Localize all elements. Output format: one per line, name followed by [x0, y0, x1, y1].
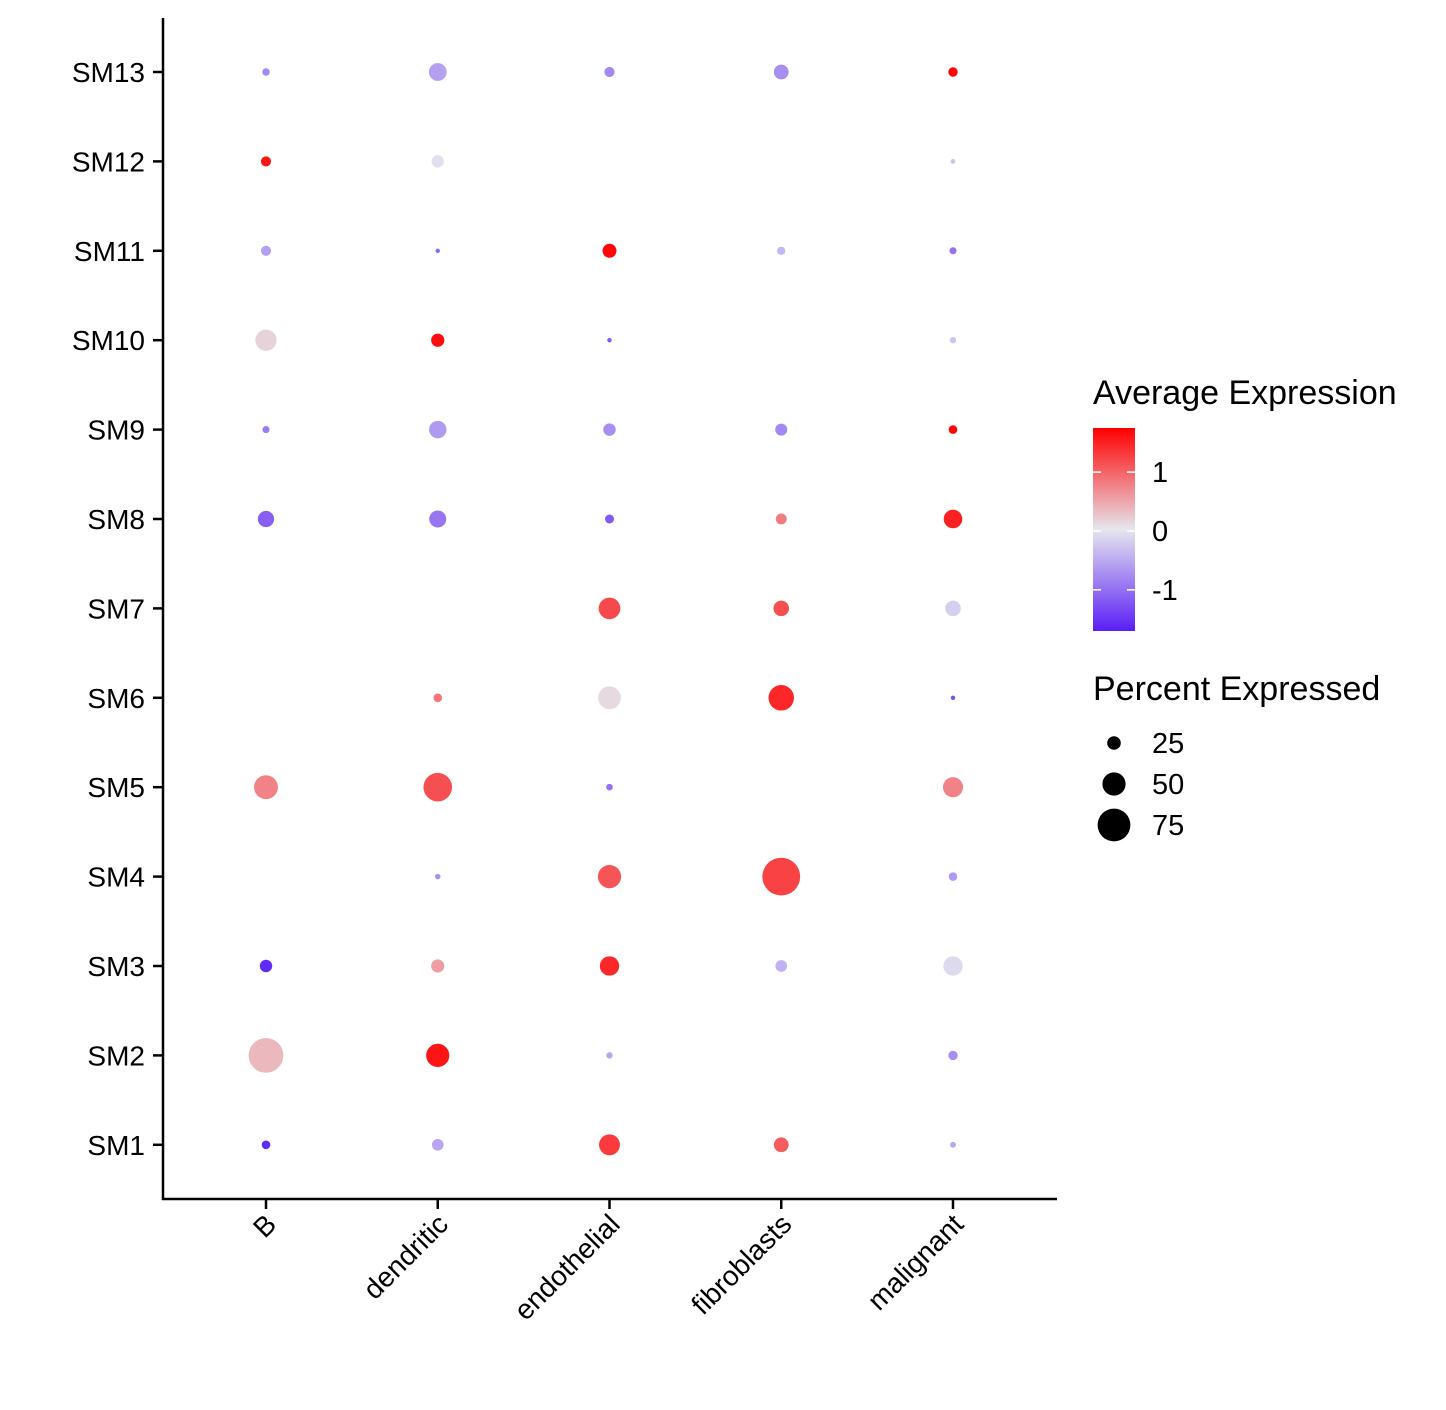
dot-sm1-malignant [950, 1141, 956, 1148]
y-tick-label: SM9 [87, 415, 145, 446]
y-tick-label: SM6 [87, 683, 145, 714]
dot-sm2-malignant [948, 1050, 958, 1061]
y-tick-label: SM1 [87, 1130, 145, 1161]
y-tick-label: SM2 [87, 1040, 145, 1071]
dot-sm10-endothelial [607, 338, 612, 343]
dot-sm9-b [262, 426, 270, 434]
dot-sm12-dendritic [431, 155, 444, 168]
dot-sm8-dendritic [429, 510, 447, 528]
dot-sm11-endothelial [602, 243, 617, 258]
x-tick-label: fibroblasts [685, 1208, 797, 1320]
dot-sm7-malignant [945, 600, 961, 617]
dot-sm6-endothelial [598, 686, 621, 710]
y-tick-label: SM7 [87, 593, 145, 624]
color-legend: Average Expression 1 0 -1 [1093, 374, 1397, 631]
size-legend-label: 25 [1152, 728, 1184, 760]
size-legend: Percent Expressed 25 50 75 [1093, 670, 1380, 842]
dot-sm9-fibroblasts [775, 423, 788, 436]
y-tick-label: SM4 [87, 862, 145, 893]
dot-sm3-b [259, 959, 273, 973]
size-legend-items: 25 50 75 [1097, 728, 1184, 842]
dot-sm12-malignant [950, 159, 956, 164]
dot-sm5-b [254, 775, 278, 800]
dot-sm7-endothelial [598, 597, 621, 620]
y-tick-label: SM10 [72, 325, 145, 356]
dot-sm1-fibroblasts [773, 1137, 789, 1153]
dot-sm5-endothelial [606, 783, 613, 791]
x-tick-label: dendritic [357, 1208, 454, 1305]
dot-sm10-dendritic [431, 333, 445, 347]
dot-sm10-malignant [949, 337, 957, 344]
color-legend-bar [1093, 428, 1135, 631]
size-legend-label: 50 [1152, 769, 1184, 801]
dot-sm4-endothelial [597, 865, 622, 889]
size-legend-title: Percent Expressed [1093, 670, 1380, 708]
dot-sm4-dendritic [434, 873, 441, 880]
color-legend-tick-label: 0 [1152, 516, 1168, 548]
dot-sm8-malignant [943, 509, 963, 529]
dot-sm6-malignant [950, 695, 956, 700]
size-legend-dot [1102, 772, 1126, 796]
dot-sm10-b [255, 329, 277, 351]
color-legend-tick-label: -1 [1152, 575, 1178, 607]
size-legend-dot [1097, 808, 1131, 842]
dot-sm9-malignant [948, 425, 958, 434]
dot-sm13-dendritic [428, 63, 447, 81]
y-tick-label: SM12 [72, 146, 145, 177]
dot-sm7-fibroblasts [773, 600, 790, 617]
dot-sm1-dendritic [431, 1138, 444, 1151]
dot-sm13-malignant [948, 67, 958, 77]
x-tick-label: malignant [861, 1208, 969, 1316]
y-tick-label: SM3 [87, 951, 145, 982]
dot-sm6-fibroblasts [768, 685, 794, 711]
dot-sm5-malignant [942, 777, 964, 798]
x-tick-label: B [247, 1208, 282, 1243]
dots-layer [248, 63, 964, 1156]
dot-sm13-fibroblasts [773, 64, 789, 80]
dot-sm11-malignant [949, 247, 957, 255]
dot-sm2-b [248, 1038, 284, 1073]
color-legend-ticks: 1 0 -1 [1093, 457, 1178, 607]
dot-sm3-dendritic [431, 959, 445, 973]
color-legend-tick-label: 1 [1152, 457, 1168, 489]
dot-sm4-fibroblasts [762, 857, 801, 896]
y-axis-ticks: SM1 SM2 SM3 SM4 SM5 SM6 SM7 SM8 SM9 SM10 SM11 SM12 S… [72, 57, 163, 1161]
dot-sm1-b [261, 1140, 271, 1150]
dot-sm1-endothelial [599, 1134, 620, 1156]
y-tick-label: SM8 [87, 504, 145, 535]
y-tick-label: SM11 [74, 236, 145, 267]
dot-sm3-endothelial [599, 956, 620, 976]
dot-sm12-b [260, 156, 272, 167]
dot-sm8-fibroblasts [775, 513, 787, 525]
dot-sm9-dendritic [429, 420, 447, 439]
y-tick-label: SM5 [87, 772, 145, 803]
y-tick-label: SM13 [72, 57, 145, 88]
dot-sm5-dendritic [423, 772, 453, 802]
size-legend-label: 75 [1152, 810, 1184, 842]
dot-sm3-fibroblasts [775, 960, 788, 972]
dot-sm2-endothelial [606, 1052, 613, 1059]
color-legend-title: Average Expression [1093, 374, 1397, 412]
dot-sm11-fibroblasts [777, 246, 786, 255]
dot-sm13-b [262, 68, 270, 76]
dot-sm11-dendritic [435, 248, 440, 253]
dot-sm13-endothelial [604, 66, 615, 78]
dot-sm4-malignant [948, 872, 958, 881]
dot-sm9-endothelial [603, 423, 616, 436]
dot-sm8-b [257, 510, 275, 528]
dot-sm8-endothelial [605, 514, 614, 524]
x-tick-label: endothelial [508, 1208, 626, 1326]
dot-sm6-dendritic [433, 693, 443, 703]
dot-sm2-dendritic [426, 1043, 450, 1067]
dot-sm11-b [260, 245, 272, 256]
dot-sm3-malignant [943, 956, 963, 976]
size-legend-dot [1107, 736, 1121, 750]
